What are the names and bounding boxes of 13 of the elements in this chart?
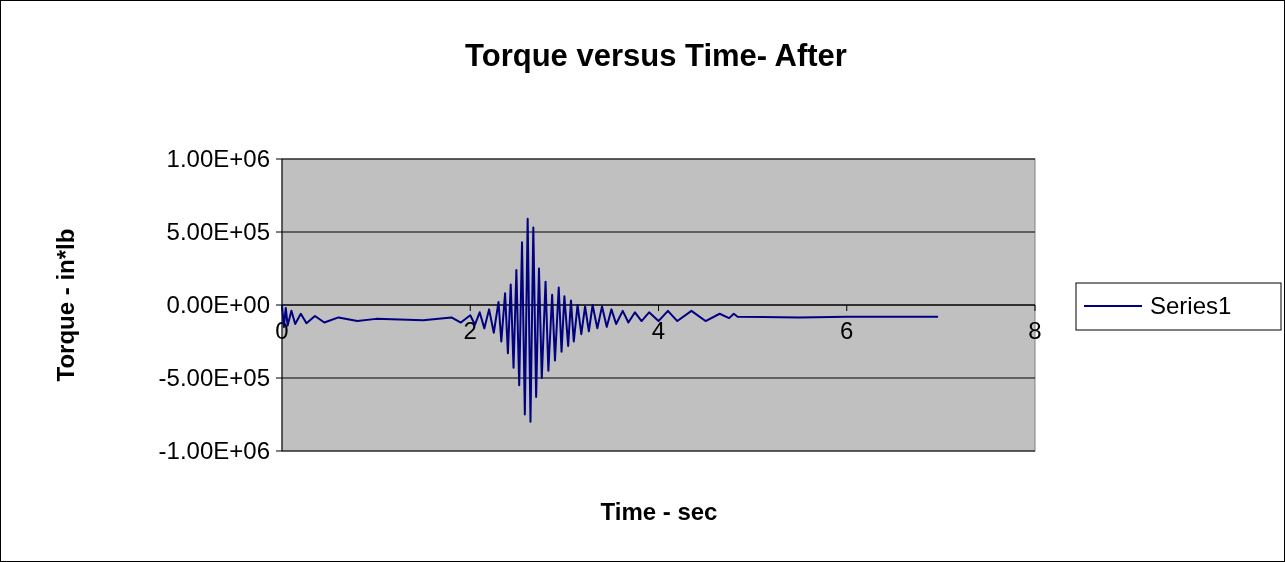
y-tick-label: 0.00E+00 <box>166 291 270 319</box>
x-tick-label: 6 <box>840 317 854 344</box>
x-axis-title: Time - sec <box>600 498 718 525</box>
y-tick-label: -5.00E+05 <box>158 364 270 392</box>
x-tick-label: 8 <box>1028 317 1042 344</box>
x-tick-label: 2 <box>463 317 477 344</box>
x-tick-label: 4 <box>651 317 666 344</box>
y-tick-label: 5.00E+05 <box>166 218 270 246</box>
y-tick-label: -1.00E+06 <box>158 437 270 465</box>
chart-title: Torque versus Time- After <box>465 38 847 73</box>
y-tick-label: 1.00E+06 <box>166 145 270 173</box>
legend-label: Series1 <box>1150 292 1232 320</box>
y-axis-title: Torque - in*lb <box>52 228 79 382</box>
